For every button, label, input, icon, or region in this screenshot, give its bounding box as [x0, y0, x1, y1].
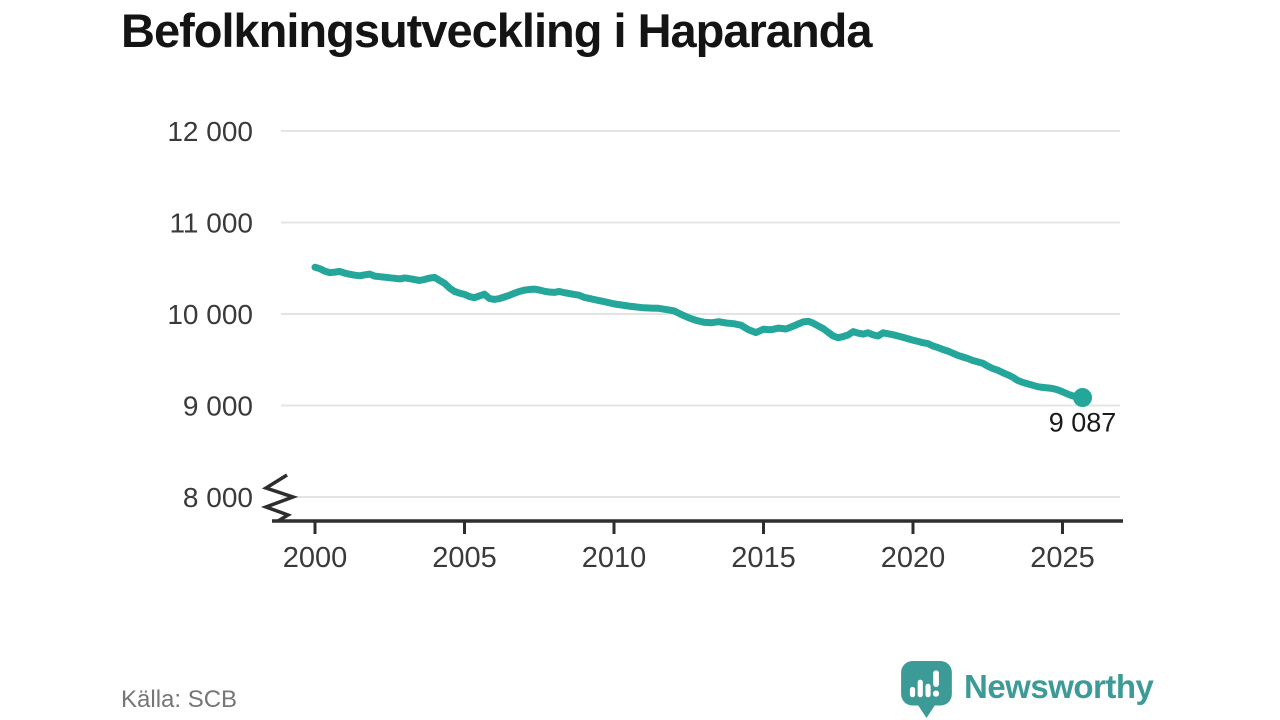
series-end-dot: [1073, 388, 1093, 408]
x-tick-label: 2015: [731, 542, 796, 574]
exclamation-dot: [932, 690, 940, 697]
bar-tall: [917, 679, 923, 698]
chart-title: Befolkningsutveckling i Haparanda: [121, 4, 873, 57]
x-tick-label: 2020: [881, 542, 946, 574]
bar-mid: [925, 683, 931, 698]
source-note: Källa: SCB: [121, 686, 238, 713]
exclamation-bar: [933, 670, 939, 687]
x-tick-label: 2010: [582, 542, 647, 574]
brand-lockup: Newsworthy: [901, 661, 1154, 719]
newsworthy-logo-icon: [901, 661, 952, 718]
population-series-line: [311, 263, 1086, 401]
y-tick-label: 9 000: [183, 391, 253, 422]
end-value-label: 9 087: [1049, 408, 1117, 438]
y-tick-label: 11 000: [169, 208, 253, 239]
x-tick-label: 2025: [1030, 542, 1095, 574]
y-tick-label: 12 000: [167, 116, 253, 147]
y-tick-label: 8 000: [183, 482, 253, 513]
brand-name: Newsworthy: [964, 668, 1154, 705]
bar-small: [909, 686, 916, 698]
y-tick-label: 10 000: [167, 299, 253, 330]
y-axis-break-icon: [260, 473, 299, 523]
x-tick-label: 2000: [283, 542, 348, 574]
x-tick-label: 2005: [432, 542, 497, 574]
